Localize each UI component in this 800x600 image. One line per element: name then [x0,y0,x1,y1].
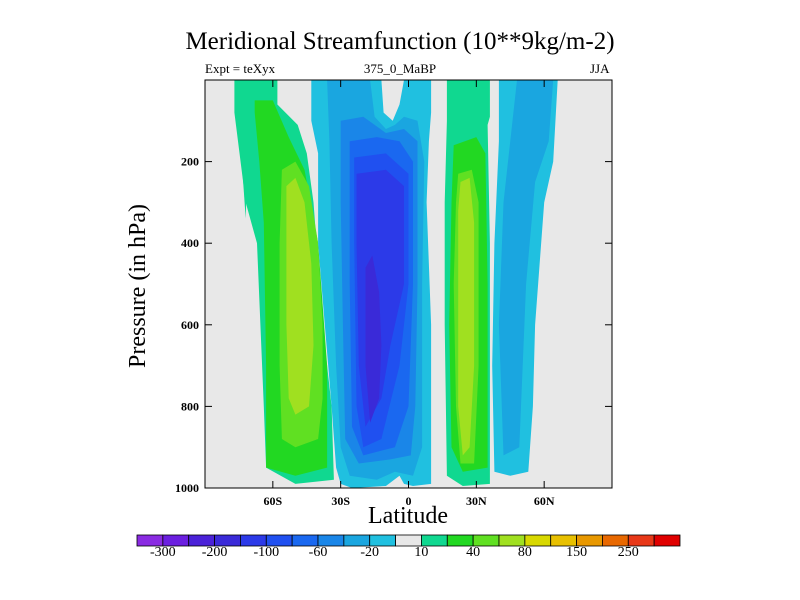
colorbar-label: 150 [566,545,588,560]
axis-ticks: 60S 30S 0 30N 60N 200 400 600 800 1000 [175,80,612,508]
contour-sh-thin-spike [241,129,248,219]
y-axis-label: Pressure (in hPa) [125,204,151,368]
x-tick-label: 30S [331,494,350,508]
y-tick-label: 1000 [175,481,199,495]
contour-nh-ferrel-80 [458,177,475,456]
colorbar-label: 80 [517,545,532,560]
contour-nh-polar-20 [498,80,554,456]
x-tick-label: 60S [263,494,282,508]
colorbar-label: -20 [360,545,380,560]
colorbar-label: 40 [466,545,481,560]
chart-title: Meridional Streamfunction (10**9kg/m-2) [185,28,615,55]
contour-sh-polar-cell-80 [286,177,314,415]
colorbar-label: -300 [150,545,176,560]
experiment-label: Expt = teXyx [205,61,276,76]
colorbar-swatch [653,534,681,547]
contour-hadley-150 [365,255,382,423]
x-tick-label: 60N [534,494,555,508]
x-tick-label: 0 [406,494,412,508]
colorbar-label: -200 [201,545,228,560]
colorbar-label: -60 [308,545,328,560]
colorbar-label: 10 [414,545,429,560]
colorbar-label: 250 [617,545,639,560]
contour-regions [234,80,558,488]
x-axis-label: Latitude [368,503,448,529]
y-tick-label: 600 [181,318,199,332]
season-label: JJA [590,61,610,76]
colorbar-label: -100 [253,545,280,560]
colorbar [136,534,681,547]
time-label: 375_0_MaBP [363,61,437,76]
x-tick-label: 30N [466,494,487,508]
y-tick-label: 400 [181,236,199,250]
y-tick-label: 800 [181,399,199,413]
y-tick-label: 200 [181,155,199,169]
colorbar-labels: -300 -200 -100 -60 -20 10 40 80 150 250 [0,545,800,565]
